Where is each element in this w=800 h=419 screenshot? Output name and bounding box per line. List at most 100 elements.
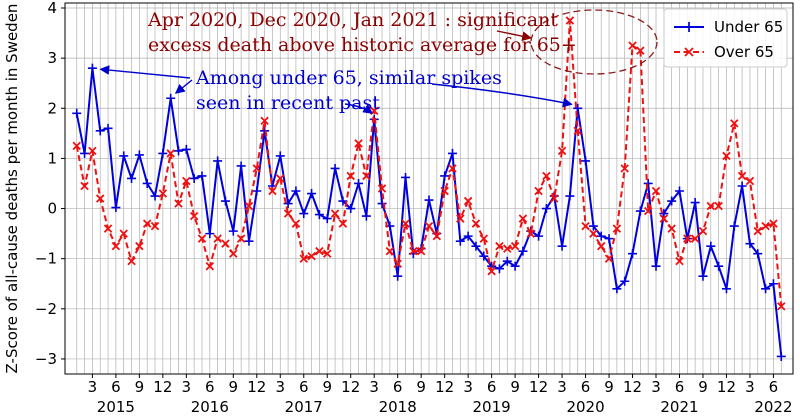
x-tick-label: 6 [581,378,591,396]
data-point-under-65 [181,144,191,154]
data-point-under-65 [197,171,207,181]
data-point-under-65 [659,209,669,219]
x-tick-label: 3 [88,378,98,396]
data-point-under-65 [479,251,489,261]
data-point-over-65 [393,259,402,268]
data-point-over-65 [534,186,543,196]
data-point-over-65 [158,189,168,198]
y-tick-label: −1 [35,250,57,268]
data-point-over-65 [424,221,434,231]
x-tick-label: 9 [229,378,239,396]
annotation-arrow-blue [99,65,191,79]
x-tick-label: 3 [275,378,285,396]
data-point-over-65 [456,214,465,223]
data-point-over-65 [221,239,230,248]
data-point-over-65 [503,244,512,253]
data-point-over-65 [628,41,637,50]
data-point-under-65 [635,206,645,216]
data-point-over-65 [643,206,653,216]
grid [65,3,793,374]
data-point-over-65 [182,176,191,186]
data-point-under-65 [463,231,473,241]
x-year-label: 2021 [660,398,698,416]
data-point-under-65 [346,204,356,214]
plot-frame [64,2,794,375]
data-point-over-65 [197,234,207,243]
data-point-over-65 [315,246,324,256]
data-point-under-65 [604,234,614,244]
data-point-under-65 [596,231,606,241]
data-point-under-65 [95,126,105,136]
data-point-over-65 [596,241,606,251]
x-year-label: 2018 [379,398,417,416]
data-point-under-65 [119,151,129,161]
data-point-over-65 [479,234,489,243]
data-point-under-65 [158,148,168,158]
data-point-under-65 [134,150,144,160]
x-tick-label: 3 [369,378,379,396]
data-point-over-65 [777,302,786,311]
data-point-under-65 [236,161,246,171]
data-point-under-65 [674,186,684,196]
data-point-over-65 [338,219,348,228]
data-point-over-65 [354,139,363,148]
data-point-over-65 [291,219,301,228]
data-point-over-65 [401,219,410,228]
data-point-over-65 [636,46,645,55]
x-tick-label: 6 [393,378,403,396]
data-point-over-65 [205,261,215,271]
data-point-under-65 [667,196,677,206]
data-point-under-65 [776,351,786,361]
data-point-over-65 [745,176,755,186]
data-point-under-65 [291,186,301,196]
data-point-over-65 [236,234,246,243]
data-point-under-65 [714,261,724,271]
data-point-under-65 [244,236,254,246]
data-point-under-65 [643,178,653,188]
legend-label-under-65: Under 65 [714,18,783,36]
data-point-under-65 [377,199,387,209]
y-tick-label: −3 [35,350,57,368]
x-tick-label: 12 [153,378,172,396]
legend-marker-under-65 [684,22,694,32]
data-point-under-65 [455,236,465,246]
data-point-over-65 [166,149,175,158]
data-point-over-65 [463,196,473,206]
data-point-over-65 [95,194,105,203]
data-point-over-65 [698,226,708,236]
data-point-under-65 [534,231,544,241]
annotation-arrow-blue [174,79,193,94]
data-point-under-65 [228,226,238,236]
x-tick-label: 3 [463,378,473,396]
x-year-label: 2019 [473,398,511,416]
data-point-under-65 [307,189,317,199]
data-point-over-65 [307,251,316,261]
y-axis-label: Z-Score of all-cause deaths per month in… [3,4,21,374]
data-point-over-65 [706,201,716,211]
data-point-over-65 [432,231,442,241]
data-point-under-65 [127,173,137,183]
x-year-label: 2016 [191,398,229,416]
data-point-under-65 [393,271,403,281]
data-point-under-65 [314,210,324,220]
data-point-under-65 [103,123,113,133]
data-point-under-65 [166,93,176,103]
data-point-over-65 [88,146,97,156]
data-point-over-65 [730,119,739,128]
x-tick-label: 6 [205,378,215,396]
x-tick-label: 12 [717,378,736,396]
x-year-label: 2017 [285,398,323,416]
data-point-under-65 [761,284,771,294]
data-point-over-65 [683,234,692,243]
x-year-label: 2015 [97,398,135,416]
highlight-ellipse [530,9,658,75]
x-tick-label: 9 [135,378,145,396]
data-point-over-65 [518,214,528,223]
data-point-over-65 [276,174,285,183]
data-point-over-65 [362,171,371,181]
data-point-under-65 [737,181,747,191]
data-point-under-65 [494,264,504,274]
data-point-under-65 [205,229,215,239]
series [72,16,786,361]
